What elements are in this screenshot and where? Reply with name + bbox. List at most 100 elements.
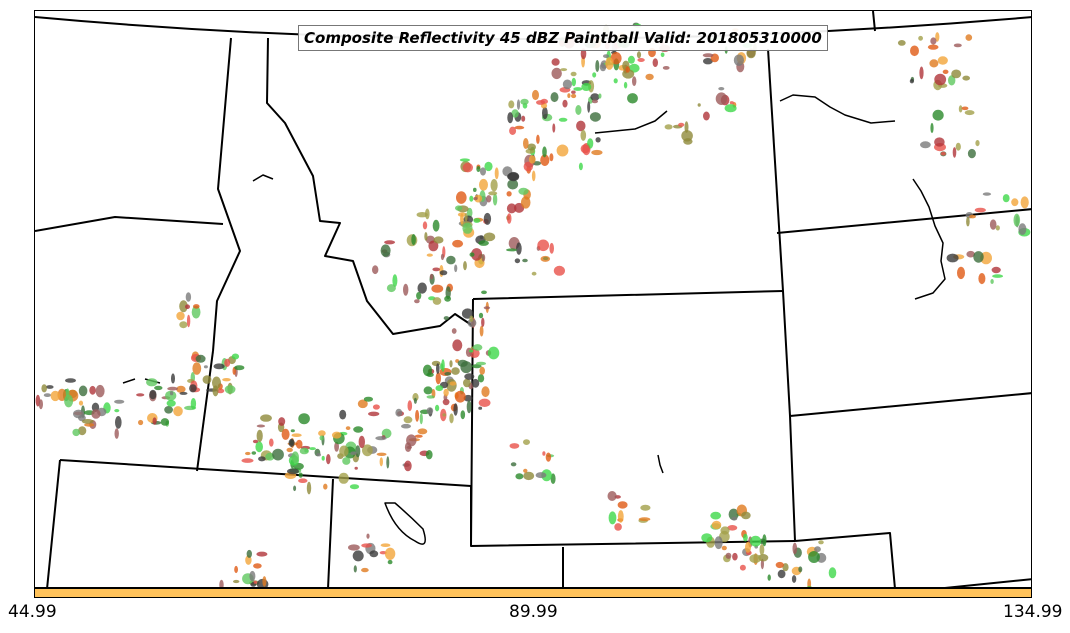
echo-blob-590 (935, 32, 940, 42)
echo-blob-413 (169, 391, 174, 396)
echo-blob-457 (43, 393, 51, 397)
echo-blob-254 (449, 381, 457, 386)
echo-blob-302 (362, 444, 373, 457)
echo-blob-201 (432, 267, 441, 272)
echo-blob-375 (286, 447, 293, 453)
echo-blob-609 (927, 44, 939, 50)
echo-blob-231 (549, 242, 554, 254)
echo-blob-94 (562, 99, 568, 108)
echo-blob-625 (1020, 196, 1029, 209)
echo-blob-670 (715, 92, 728, 105)
echo-blob-156 (463, 261, 467, 271)
echo-blob-54 (652, 58, 658, 67)
echo-blob-513 (741, 511, 751, 520)
echo-blob-367 (291, 433, 302, 438)
echo-blob-459 (50, 390, 60, 402)
colorbar (34, 588, 1032, 598)
echo-blob-647 (946, 253, 959, 263)
echo-blob-405 (213, 363, 225, 370)
echo-blob-605 (910, 45, 919, 57)
echo-blob-112 (473, 187, 477, 192)
echo-blob-337 (342, 457, 351, 465)
echo-blob-176 (471, 248, 483, 261)
echo-blob-55 (645, 73, 654, 81)
echo-blob-596 (897, 40, 906, 46)
echo-blob-110 (456, 191, 467, 204)
echo-blob-108 (536, 100, 546, 105)
echo-blob-634 (989, 219, 997, 230)
echo-blob-371 (255, 441, 263, 453)
echo-blob-271 (419, 413, 423, 425)
echo-blob-276 (436, 363, 440, 374)
echo-blob-589 (262, 576, 267, 587)
echo-blob-239 (449, 360, 453, 368)
echo-blob-203 (386, 284, 396, 293)
echo-blob-184 (483, 212, 492, 225)
echo-blob-565 (361, 567, 369, 573)
echo-blob-646 (973, 251, 984, 263)
echo-blob-90 (527, 143, 536, 151)
border-nevada (59, 459, 472, 487)
echo-blob-326 (334, 441, 339, 452)
echo-blob-224 (469, 315, 474, 322)
echo-blob-679 (191, 305, 201, 319)
echo-blob-257 (481, 386, 490, 398)
map-panel: Composite Reflectivity 45 dBZ Paintball … (34, 10, 1032, 588)
echo-blob-538 (777, 569, 786, 579)
echo-blob-540 (808, 551, 820, 563)
echo-blob-424 (166, 399, 176, 407)
echo-blob-584 (219, 579, 224, 587)
echo-blob-624 (995, 225, 1000, 231)
echo-blob-334 (321, 455, 325, 461)
echo-blob-103 (580, 129, 587, 141)
echo-blob-583 (256, 551, 268, 557)
echo-blob-99 (523, 138, 529, 149)
echo-blob-673 (664, 124, 673, 130)
echo-blob-359 (245, 451, 251, 456)
echo-blob-480 (457, 359, 468, 367)
echo-blob-568 (369, 550, 379, 558)
echo-blob-339 (338, 472, 349, 484)
echo-blob-237 (463, 394, 473, 402)
echo-blob-43 (625, 66, 630, 73)
echo-blob-534 (818, 540, 824, 545)
echo-blob-597 (934, 73, 947, 86)
echo-blob-161 (432, 219, 440, 232)
echo-blob-50 (610, 52, 622, 65)
echo-blob-214 (467, 318, 477, 328)
echo-blob-261 (449, 413, 454, 424)
echo-blob-251 (463, 378, 471, 388)
echo-blob-347 (298, 472, 303, 478)
echo-blob-144 (474, 194, 483, 203)
echo-blob-128 (484, 161, 493, 172)
echo-blob-385 (203, 365, 208, 369)
echo-blob-443 (78, 400, 84, 406)
echo-blob-485 (550, 473, 556, 485)
echo-blob-319 (379, 457, 383, 467)
echo-blob-678 (179, 300, 188, 313)
echo-blob-152 (494, 167, 499, 180)
echo-blob-587 (233, 579, 240, 584)
echo-blob-105 (578, 162, 583, 171)
echo-blob-275 (442, 413, 447, 417)
echo-blob-200 (446, 255, 456, 265)
echo-blob-317 (345, 426, 351, 430)
echo-blob-27 (560, 68, 568, 72)
echo-blob-562 (725, 552, 732, 559)
echo-blob-676 (684, 121, 689, 133)
border-nevada-ut (46, 459, 334, 587)
echo-blob-381 (241, 458, 254, 463)
echo-blob-499 (614, 523, 622, 531)
echo-blob-272 (426, 372, 434, 377)
colorbar-tick-mid: 89.99 (509, 602, 558, 622)
echo-blob-202 (384, 240, 396, 245)
echo-blob-392 (222, 378, 231, 382)
echo-blob-391 (202, 375, 212, 384)
echo-blob-519 (721, 545, 727, 551)
echo-blob-235 (522, 258, 528, 263)
echo-blob-95 (550, 92, 559, 103)
echo-blob-680 (185, 304, 190, 310)
echo-blob-491 (545, 452, 552, 462)
echo-blob-619 (961, 106, 969, 111)
echo-blob-439 (72, 428, 80, 437)
